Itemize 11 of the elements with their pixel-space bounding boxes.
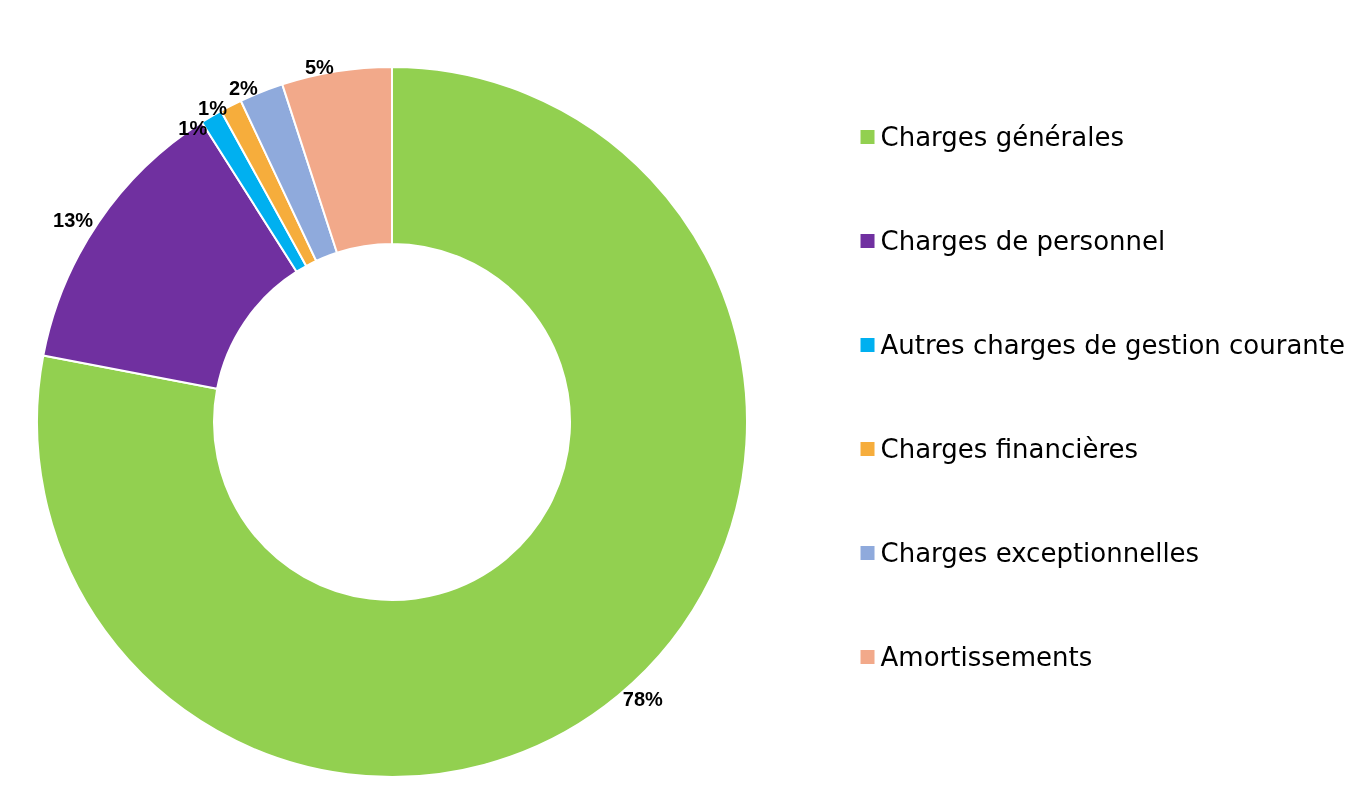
legend-label: Autres charges de gestion courante	[880, 330, 1345, 360]
data-label: 13%	[53, 209, 94, 232]
legend-label: Charges exceptionnelles	[880, 538, 1200, 568]
data-label: 2%	[228, 77, 259, 100]
data-label: 5%	[304, 56, 335, 79]
data-label: 78%	[622, 687, 664, 710]
legend-label: Charges générales	[880, 122, 1124, 152]
legend-label: Charges financières	[880, 434, 1139, 464]
legend-label: Charges de personnel	[880, 226, 1166, 256]
data-label: 1%	[198, 97, 228, 120]
legend-label: Amortissements	[880, 642, 1093, 672]
